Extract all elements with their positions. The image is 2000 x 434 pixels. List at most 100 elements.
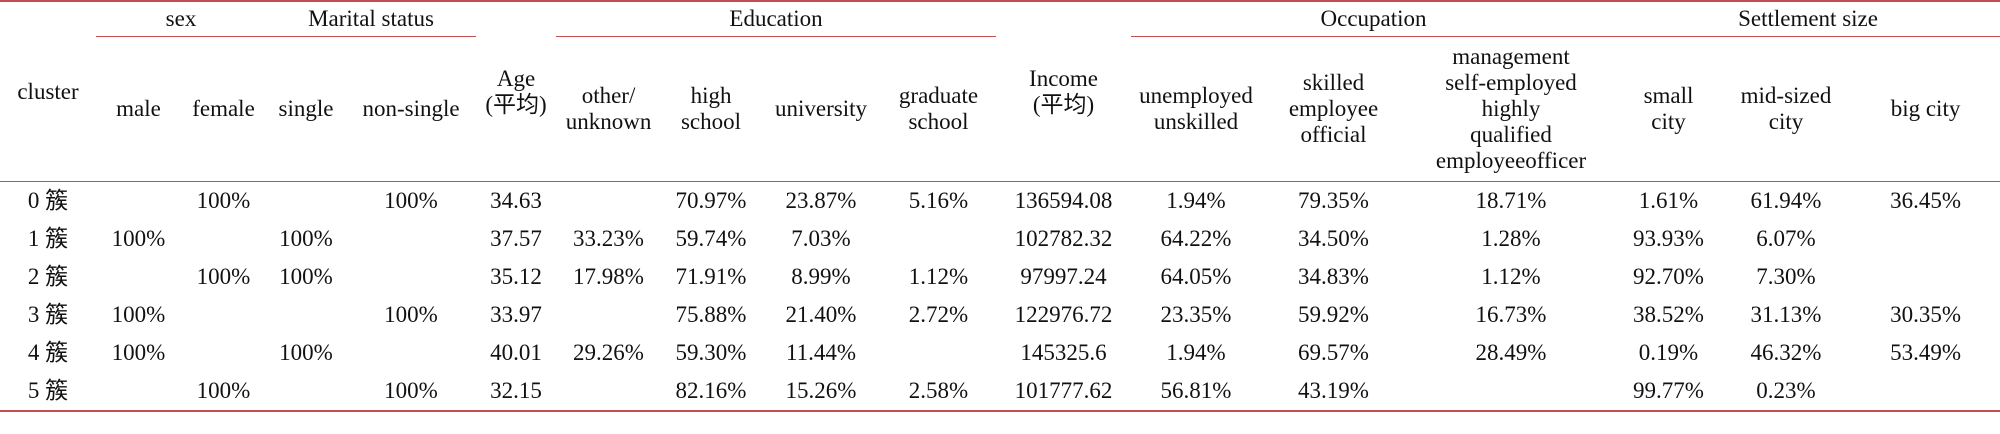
table-row: 2 簇 100% 100% 35.12 17.98% 71.91% 8.99% … — [0, 258, 2000, 296]
occ-unemp-cell: 64.22% — [1160, 226, 1232, 251]
income-cell: 102782.32 — [1014, 226, 1113, 251]
edu-grad-cell: 2.72% — [908, 302, 969, 327]
occ-unemp-cell: 64.05% — [1160, 264, 1232, 289]
male-cell — [96, 372, 181, 411]
sex-group-header: sex — [96, 1, 267, 37]
marital-group-header: Marital status — [266, 1, 477, 37]
occ-unemployed-header: unemployed unskilled — [1139, 83, 1253, 134]
female-header: female — [192, 96, 255, 121]
edu-univ-cell: 7.03% — [791, 226, 851, 251]
occ-unemp-cell: 1.94% — [1166, 340, 1226, 365]
occ-skilled-cell: 69.57% — [1298, 340, 1369, 365]
occ-skilled-cell: 79.35% — [1298, 188, 1369, 213]
column-header-row: male female single non-single other/unkn… — [0, 37, 2000, 182]
set-small-cell: 92.70% — [1633, 264, 1704, 289]
age-cell: 33.97 — [490, 302, 542, 327]
male-cell — [96, 258, 181, 296]
occ-skilled-header: skilled employee official — [1288, 70, 1379, 147]
edu-univ-cell: 8.99% — [791, 264, 851, 289]
income-cell: 97997.24 — [1020, 264, 1107, 289]
cluster-cell: 2 簇 — [27, 264, 69, 289]
set-small-cell: 38.52% — [1633, 302, 1704, 327]
set-big-cell: 36.45% — [1890, 188, 1961, 213]
occ-unemp-cell: 23.35% — [1160, 302, 1232, 327]
set-mid-cell: 46.32% — [1750, 340, 1822, 365]
cluster-cell: 3 簇 — [27, 302, 69, 327]
occ-mgmt-cell: 28.49% — [1475, 340, 1547, 365]
edu-other-cell: 33.23% — [573, 226, 644, 251]
edu-high-cell: 82.16% — [675, 378, 747, 403]
non-single-cell: 100% — [384, 302, 438, 327]
edu-univ-cell: 11.44% — [785, 340, 857, 365]
edu-high-school-header: high school — [680, 83, 742, 134]
female-cell — [181, 220, 266, 258]
set-small-cell: 99.77% — [1633, 378, 1704, 403]
set-big-cell — [1851, 258, 2000, 296]
edu-other-header: other/unknown — [565, 83, 652, 134]
income-header: Income (平均) — [1029, 65, 1098, 117]
set-mid-cell: 6.07% — [1756, 226, 1816, 251]
male-cell: 100% — [111, 226, 166, 251]
non-single-cell — [346, 334, 476, 372]
table-row: 3 簇 100% 100% 33.97 75.88% 21.40% 2.72% … — [0, 296, 2000, 334]
set-small-cell: 1.61% — [1638, 188, 1699, 213]
female-cell — [181, 296, 266, 334]
settlement-group-header: Settlement size — [1616, 1, 2000, 37]
edu-other-cell — [556, 372, 661, 411]
edu-high-cell: 59.30% — [675, 340, 747, 365]
female-cell — [181, 334, 266, 372]
income-cell: 101777.62 — [1014, 378, 1113, 403]
male-cell — [96, 182, 181, 221]
cluster-statistics-table: cluster sex Marital status Age (平均) Educa… — [0, 1, 2000, 411]
edu-high-cell: 70.97% — [675, 188, 747, 213]
single-cell: 100% — [279, 340, 333, 365]
edu-univ-cell: 21.40% — [785, 302, 857, 327]
cluster-cell: 0 簇 — [27, 188, 69, 213]
set-big-cell — [1851, 220, 2000, 258]
edu-grad-cell: 5.16% — [908, 188, 969, 213]
table-row: 4 簇 100% 100% 40.01 29.26% 59.30% 11.44%… — [0, 334, 2000, 372]
age-header: Age (平均) — [485, 65, 547, 117]
edu-grad-cell — [881, 334, 996, 372]
occ-mgmt-cell: 16.73% — [1475, 302, 1547, 327]
age-cell: 34.63 — [490, 188, 542, 213]
occ-mgmt-cell: 18.71% — [1475, 188, 1547, 213]
edu-univ-cell: 15.26% — [785, 378, 857, 403]
edu-university-header: university — [775, 96, 868, 121]
set-mid-cell: 0.23% — [1756, 378, 1816, 403]
single-cell — [266, 296, 346, 334]
edu-high-cell: 59.74% — [675, 226, 747, 251]
edu-high-cell: 71.91% — [675, 264, 747, 289]
cluster-header: cluster — [17, 78, 79, 104]
single-cell — [266, 372, 346, 411]
occ-management-header: management self-employed highly qualified em… — [1435, 44, 1587, 173]
set-mid-cell: 7.30% — [1756, 264, 1816, 289]
income-cell: 136594.08 — [1014, 188, 1113, 213]
table-row: 0 簇 100% 100% 34.63 70.97% 23.87% 5.16% … — [0, 182, 2000, 221]
group-header-row: cluster sex Marital status Age (平均) Educa… — [0, 1, 2000, 117]
occ-mgmt-cell: 1.12% — [1481, 264, 1541, 289]
single-cell: 100% — [279, 226, 333, 251]
education-group-header: Education — [556, 1, 997, 37]
edu-other-cell — [556, 296, 661, 334]
single-cell — [266, 182, 346, 221]
income-cell: 145325.6 — [1020, 340, 1107, 365]
non-single-cell: 100% — [384, 378, 438, 403]
set-big-cell — [1851, 372, 2000, 411]
edu-grad-cell — [881, 220, 996, 258]
set-mid-city-header: mid-sized city — [1740, 83, 1832, 134]
table-row: 1 簇 100% 100% 37.57 33.23% 59.74% 7.03% … — [0, 220, 2000, 258]
age-cell: 40.01 — [490, 340, 542, 365]
occ-mgmt-cell: 1.28% — [1481, 226, 1541, 251]
set-mid-cell: 61.94% — [1750, 188, 1822, 213]
occ-skilled-cell: 43.19% — [1298, 378, 1369, 403]
age-cell: 37.57 — [490, 226, 542, 251]
set-big-city-header: big city — [1890, 96, 1961, 121]
female-cell: 100% — [196, 378, 251, 403]
set-big-cell: 53.49% — [1890, 340, 1961, 365]
occ-unemp-cell: 56.81% — [1160, 378, 1232, 403]
occ-mgmt-cell — [1406, 372, 1616, 411]
cluster-cell: 5 簇 — [27, 378, 69, 403]
non-single-cell — [346, 258, 476, 296]
